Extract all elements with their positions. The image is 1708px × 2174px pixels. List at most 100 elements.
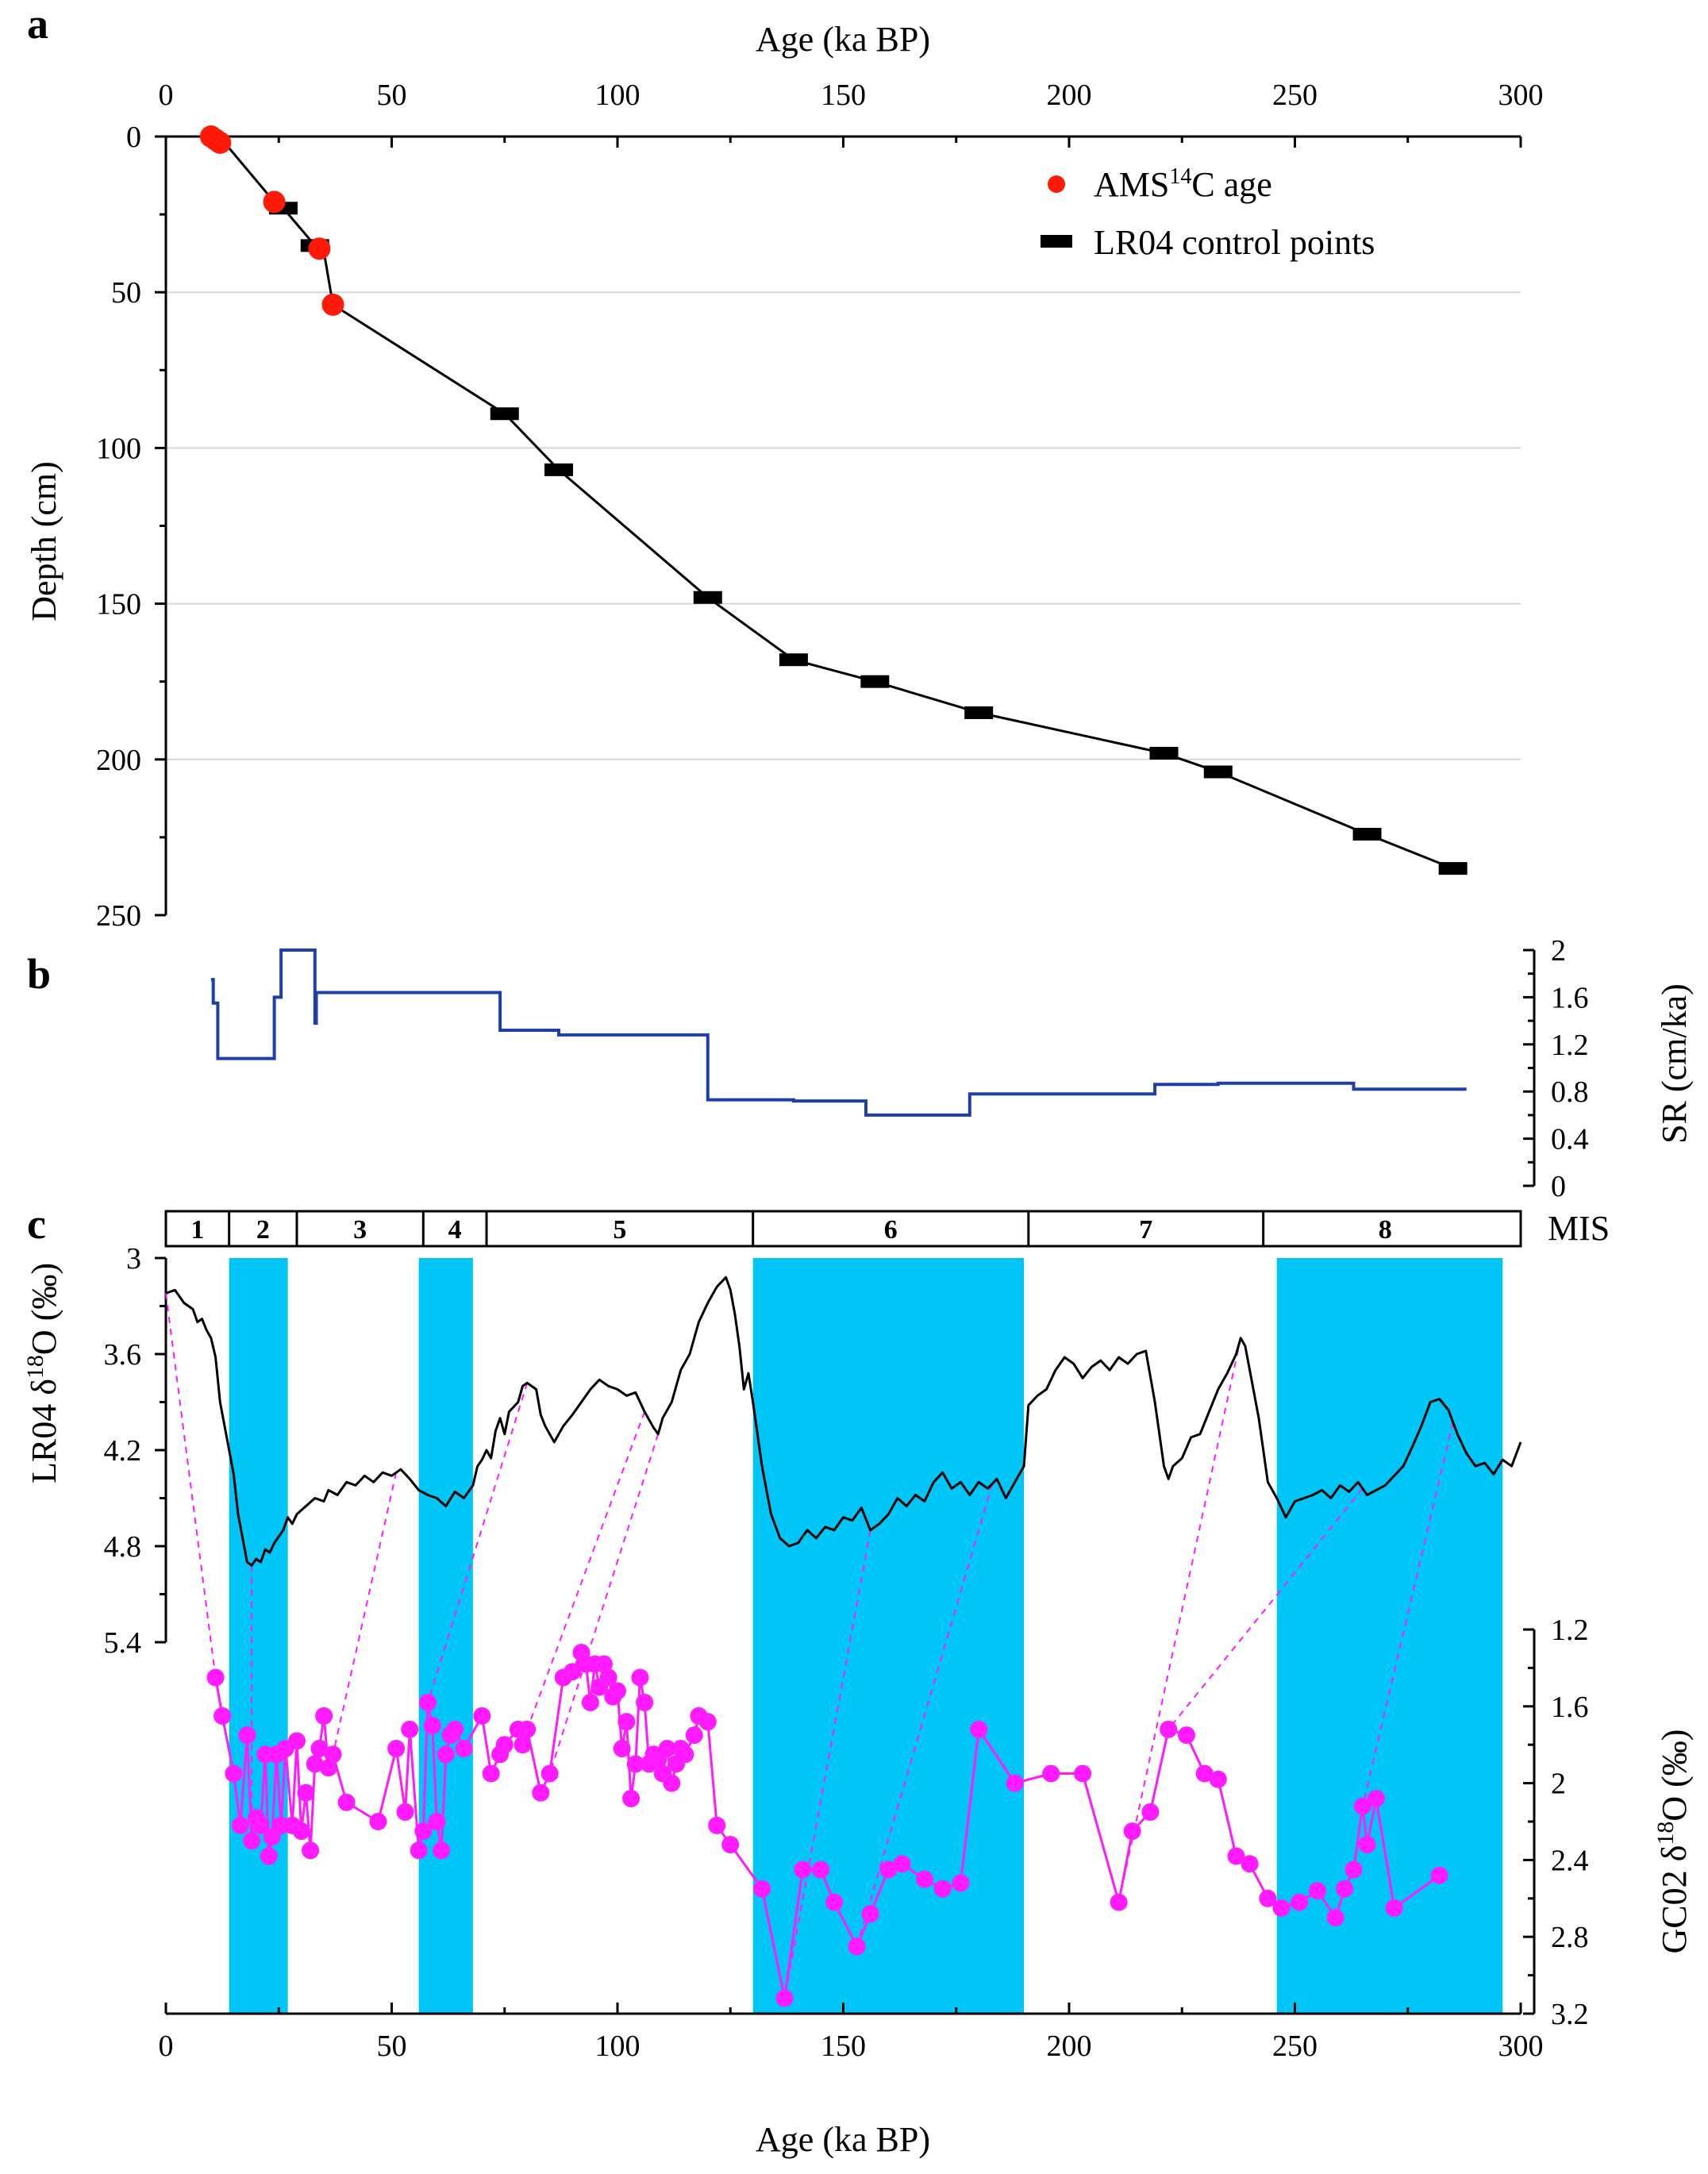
ams14c-point bbox=[321, 293, 344, 316]
panel-c-lr04-y-tick-label: 3 bbox=[126, 1242, 141, 1276]
ams14c-point bbox=[263, 190, 286, 214]
correlation-tie-line bbox=[783, 1529, 871, 1999]
mis-stage-label: 3 bbox=[353, 1215, 367, 1245]
gc02-point bbox=[369, 1813, 387, 1830]
lr04-control-point bbox=[964, 706, 994, 719]
lr04-control-point bbox=[544, 463, 574, 476]
gc02-point bbox=[613, 1740, 631, 1758]
gc02-point bbox=[1123, 1822, 1141, 1841]
mis-stage-label: 7 bbox=[1139, 1215, 1152, 1245]
panel-b-y-tick-label: 2 bbox=[1551, 934, 1566, 968]
correlation-tie-line bbox=[856, 1483, 994, 1947]
panel-c-lr04-y-tick-label: 3.6 bbox=[104, 1338, 142, 1372]
gc02-point bbox=[288, 1732, 306, 1750]
gc02-point bbox=[708, 1816, 726, 1834]
panel-c-correlation-links bbox=[165, 1293, 1454, 1999]
panel-c-x-tick-label: 250 bbox=[1272, 2030, 1318, 2063]
gc02-point bbox=[310, 1740, 329, 1758]
gc02-point bbox=[599, 1668, 617, 1687]
panel-c-gc02-y-tick-label: 2.4 bbox=[1551, 1844, 1589, 1877]
mis-stage-label: 2 bbox=[256, 1215, 270, 1245]
correlation-tie-line bbox=[1361, 1422, 1454, 1807]
panel-c-mis-bar: 1 2 3 4 5 6 7 8 bbox=[164, 1210, 1522, 1248]
gc02-point bbox=[1358, 1836, 1376, 1854]
panel-c-gc02-curve bbox=[206, 1644, 1448, 2007]
panel-a-gridlines bbox=[166, 291, 1521, 760]
panel-c-x-tick-label: 300 bbox=[1498, 2030, 1544, 2063]
panel-c-x-tick-label: 100 bbox=[595, 2030, 640, 2063]
panel-a-x-tick-label: 200 bbox=[1047, 79, 1092, 112]
glacial-band bbox=[418, 1258, 473, 2014]
panel-c-gc02-y-tick-label: 1.6 bbox=[1551, 1691, 1589, 1724]
gc02-point bbox=[315, 1706, 333, 1725]
gc02-point bbox=[1042, 1764, 1060, 1783]
panel-a-y-tick-label: 50 bbox=[111, 276, 141, 310]
panel-label-a: a bbox=[27, 0, 48, 48]
mis-bar-frame bbox=[164, 1210, 1522, 1248]
correlation-tie-line bbox=[1168, 1487, 1364, 1730]
panel-a-x-tick-label: 0 bbox=[159, 79, 174, 112]
gc02-point bbox=[482, 1764, 500, 1783]
legend-lr04-marker bbox=[1041, 235, 1072, 248]
gc02-point bbox=[428, 1813, 446, 1830]
panel-a-y-tick-label: 0 bbox=[126, 121, 141, 154]
lr04-control-point bbox=[693, 591, 722, 604]
gc02-point bbox=[206, 1668, 225, 1687]
gc02-point bbox=[1353, 1797, 1371, 1815]
gc02-point bbox=[753, 1880, 771, 1898]
correlation-tie-line bbox=[548, 1433, 660, 1774]
gc02-point bbox=[636, 1693, 654, 1711]
gc02-point bbox=[698, 1713, 717, 1731]
panel-a-y-tick-label: 150 bbox=[96, 588, 141, 621]
gc02-point bbox=[970, 1720, 988, 1738]
gc02-point bbox=[825, 1893, 844, 1911]
panel-c-axes: 3 3.6 4.2 4.8 5.4 1.2 1.6 2 2.4 2.8 3.2 0 50 100 150 20… bbox=[104, 1242, 1589, 2063]
gc02-point bbox=[437, 1745, 455, 1764]
gc02-point bbox=[423, 1717, 441, 1734]
panel-label-b: b bbox=[27, 950, 51, 998]
gc02-point bbox=[297, 1783, 315, 1802]
panel-b-axes: 0 0.4 0.8 1.2 1.6 2 bbox=[1523, 934, 1589, 1203]
gc02-point bbox=[685, 1726, 703, 1745]
panel-a-x-tick-label: 300 bbox=[1498, 79, 1544, 112]
panel-c-gc02-y-tick-label: 2.8 bbox=[1551, 1921, 1589, 1954]
panel-c-gc02-y-tick-label: 3.2 bbox=[1551, 1998, 1589, 2031]
ams14c-point bbox=[209, 131, 232, 154]
gc02-point bbox=[238, 1726, 256, 1745]
gc02-point bbox=[532, 1783, 550, 1802]
gc02-point bbox=[1227, 1847, 1245, 1865]
panel-c-lr04-y-axis-label: LR04 δ18O (‰) bbox=[22, 1263, 63, 1483]
lr04-control-point bbox=[1352, 827, 1382, 841]
mis-stage-label: 4 bbox=[448, 1215, 462, 1245]
panel-a-axes: 0 50 100 150 200 250 300 0 50 100 150 200 250 bbox=[96, 79, 1544, 933]
gc02-point bbox=[631, 1668, 649, 1687]
gc02-point bbox=[225, 1764, 243, 1783]
gc02-point bbox=[1272, 1899, 1291, 1917]
gc02-point bbox=[1344, 1860, 1363, 1879]
panel-c-gc02-y-tick-label: 2 bbox=[1551, 1768, 1566, 1801]
panel-a-y-tick-label: 100 bbox=[96, 432, 141, 465]
panel-a-y-tick-label: 250 bbox=[96, 899, 141, 933]
gc02-point bbox=[952, 1874, 970, 1892]
gc02-point bbox=[410, 1841, 428, 1860]
gc02-point bbox=[446, 1720, 464, 1738]
gc02-point bbox=[414, 1822, 433, 1841]
panel-a-y-axis-label: Depth (cm) bbox=[25, 461, 63, 621]
gc02-point bbox=[319, 1759, 337, 1777]
gc02-point bbox=[1160, 1720, 1178, 1738]
panel-a-x-tick-label: 50 bbox=[377, 79, 407, 112]
gc02-point bbox=[609, 1682, 626, 1700]
gc02-point bbox=[617, 1713, 636, 1731]
correlation-tie-line bbox=[1118, 1337, 1242, 1903]
gc02-point bbox=[213, 1706, 232, 1725]
panel-c-lr04-y-tick-label: 5.4 bbox=[104, 1626, 142, 1660]
gc02-point bbox=[396, 1803, 414, 1821]
gc02-point bbox=[794, 1860, 812, 1879]
panel-c-lr04-y-tick-label: 4.2 bbox=[104, 1434, 142, 1468]
panel-c-x-tick-label: 50 bbox=[377, 2030, 407, 2063]
panel-c-x-tick-label: 0 bbox=[159, 2030, 174, 2063]
panel-b-y-axis-label: SR (cm/ka) bbox=[1655, 983, 1694, 1144]
gc02-point bbox=[1195, 1764, 1214, 1783]
gc02-point bbox=[861, 1905, 879, 1923]
panel-label-c: c bbox=[27, 1200, 46, 1248]
